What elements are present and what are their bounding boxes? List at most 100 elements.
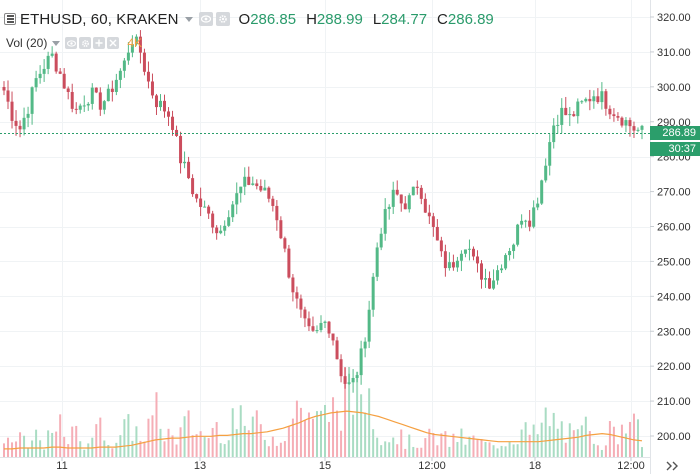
- volume-bar: [492, 445, 495, 457]
- volume-bar: [412, 446, 415, 457]
- volume-bar: [596, 445, 599, 457]
- candles: [2, 30, 644, 393]
- chart-grid: [0, 0, 650, 457]
- volume-bar: [472, 435, 475, 457]
- volume-bar: [424, 438, 427, 457]
- eye-icon[interactable]: [65, 37, 78, 49]
- gear-icon[interactable]: [215, 12, 230, 26]
- candle-body: [351, 377, 355, 383]
- volume-indicator-label[interactable]: Vol (20): [6, 36, 48, 50]
- volume-bar: [496, 448, 499, 457]
- candle-body: [10, 101, 14, 121]
- volume-bar: [287, 426, 290, 457]
- candle-body: [471, 248, 475, 257]
- volume-bar: [211, 427, 214, 457]
- close-icon[interactable]: [107, 37, 120, 49]
- volume-bar: [592, 443, 595, 457]
- candle-body: [142, 52, 146, 72]
- candle-body: [146, 71, 150, 82]
- gear-icon[interactable]: [79, 37, 92, 49]
- candle-body: [271, 198, 275, 206]
- candle-body: [455, 260, 459, 268]
- volume-bar: [159, 428, 162, 457]
- candle-body: [411, 186, 415, 196]
- volume-bar: [231, 408, 234, 457]
- candle-body: [407, 195, 411, 210]
- volume-bar: [348, 367, 351, 457]
- candle-body: [620, 117, 624, 126]
- price-tick-label: 290.00: [657, 117, 691, 129]
- volume-bar: [552, 412, 555, 457]
- plus-icon[interactable]: [93, 37, 106, 49]
- candle-body: [18, 125, 22, 130]
- candle-body: [616, 116, 620, 118]
- volume-bar: [255, 410, 258, 457]
- candle-body: [118, 70, 122, 80]
- candle-body: [439, 240, 443, 252]
- volume-bar: [303, 419, 306, 457]
- volume-bar: [51, 432, 54, 457]
- candle-body: [54, 53, 58, 72]
- candle-body: [42, 68, 46, 74]
- candle-body: [387, 206, 391, 210]
- volume-bar: [127, 414, 130, 457]
- volume-legend-row: Vol (20) 4K: [4, 33, 142, 53]
- candle-body: [203, 206, 207, 208]
- candle-body: [26, 113, 30, 118]
- candle-body: [335, 340, 339, 360]
- candle-body: [179, 135, 183, 164]
- volume-bar: [199, 431, 202, 457]
- volume-bar: [480, 439, 483, 457]
- candle-body: [78, 105, 82, 110]
- candle-body: [126, 52, 130, 61]
- volume-bar: [195, 434, 198, 457]
- candle-body: [580, 101, 584, 103]
- chevron-down-icon[interactable]: [184, 16, 193, 22]
- candle-body: [331, 333, 335, 341]
- volume-bar: [352, 414, 355, 457]
- volume-bar: [279, 442, 282, 457]
- candle-body: [211, 213, 215, 228]
- volume-bar: [247, 430, 250, 457]
- low-value: 284.77: [381, 10, 428, 28]
- eye-icon[interactable]: [198, 12, 213, 26]
- candle-body: [295, 292, 299, 299]
- collapse-legend-icon[interactable]: [4, 13, 16, 25]
- volume-bar: [227, 440, 230, 457]
- volume-bar: [175, 444, 178, 457]
- volume-bar: [95, 424, 98, 457]
- volume-bar: [203, 437, 206, 457]
- candle-body: [150, 81, 154, 96]
- candle-body: [6, 90, 10, 102]
- candle-body: [34, 78, 38, 88]
- time-axis[interactable]: 11 13 15 12:00 18 12:00: [56, 457, 645, 472]
- volume-bar: [215, 422, 218, 457]
- volume-bar: [219, 443, 222, 457]
- volume-bar: [151, 415, 154, 457]
- scroll-to-realtime-button[interactable]: [650, 458, 700, 474]
- candle-body: [596, 96, 600, 103]
- candle-body: [528, 220, 532, 227]
- volume-bar: [512, 444, 515, 457]
- volume-bar: [416, 447, 419, 457]
- candle-body: [431, 216, 435, 227]
- candle-body: [70, 91, 74, 109]
- volume-bar: [239, 405, 242, 457]
- volume-bar: [223, 444, 226, 457]
- candle-body: [447, 262, 451, 269]
- volume-bar: [31, 440, 34, 457]
- candle-body: [568, 114, 572, 116]
- candle-body: [564, 107, 568, 116]
- symbol-label[interactable]: ETHUSD, 60, KRAKEN: [20, 10, 179, 28]
- chevron-down-icon[interactable]: [52, 40, 61, 46]
- price-axis[interactable]: 320.00310.00300.00290.00280.00270.00260.…: [650, 12, 691, 443]
- volume-bar: [452, 433, 455, 457]
- candle-body: [572, 114, 576, 117]
- candle-body: [122, 60, 126, 71]
- candle-body: [375, 247, 379, 277]
- volume-bar: [39, 440, 42, 457]
- volume-bar: [332, 397, 335, 457]
- candle-body: [106, 88, 110, 102]
- volume-bar: [532, 424, 535, 457]
